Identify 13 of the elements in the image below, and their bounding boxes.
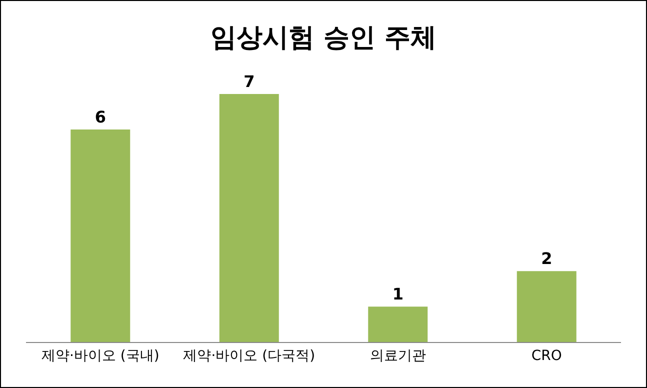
bar: [219, 94, 279, 342]
bar: [70, 129, 130, 342]
bar: [516, 271, 576, 342]
x-tick-label: CRO: [531, 348, 562, 364]
x-tick-label: 제약·바이오 (다국적): [183, 348, 316, 364]
chart-title: 임상시험 승인 주체: [210, 23, 437, 54]
x-tick-label: 의료기관: [370, 348, 426, 364]
data-label: 2: [541, 249, 552, 268]
data-label: 1: [392, 284, 404, 304]
data-label: 6: [94, 107, 106, 126]
x-tick-label: 제약·바이오 (국내): [41, 348, 160, 364]
data-label: 7: [244, 72, 255, 92]
bar: [368, 306, 428, 342]
